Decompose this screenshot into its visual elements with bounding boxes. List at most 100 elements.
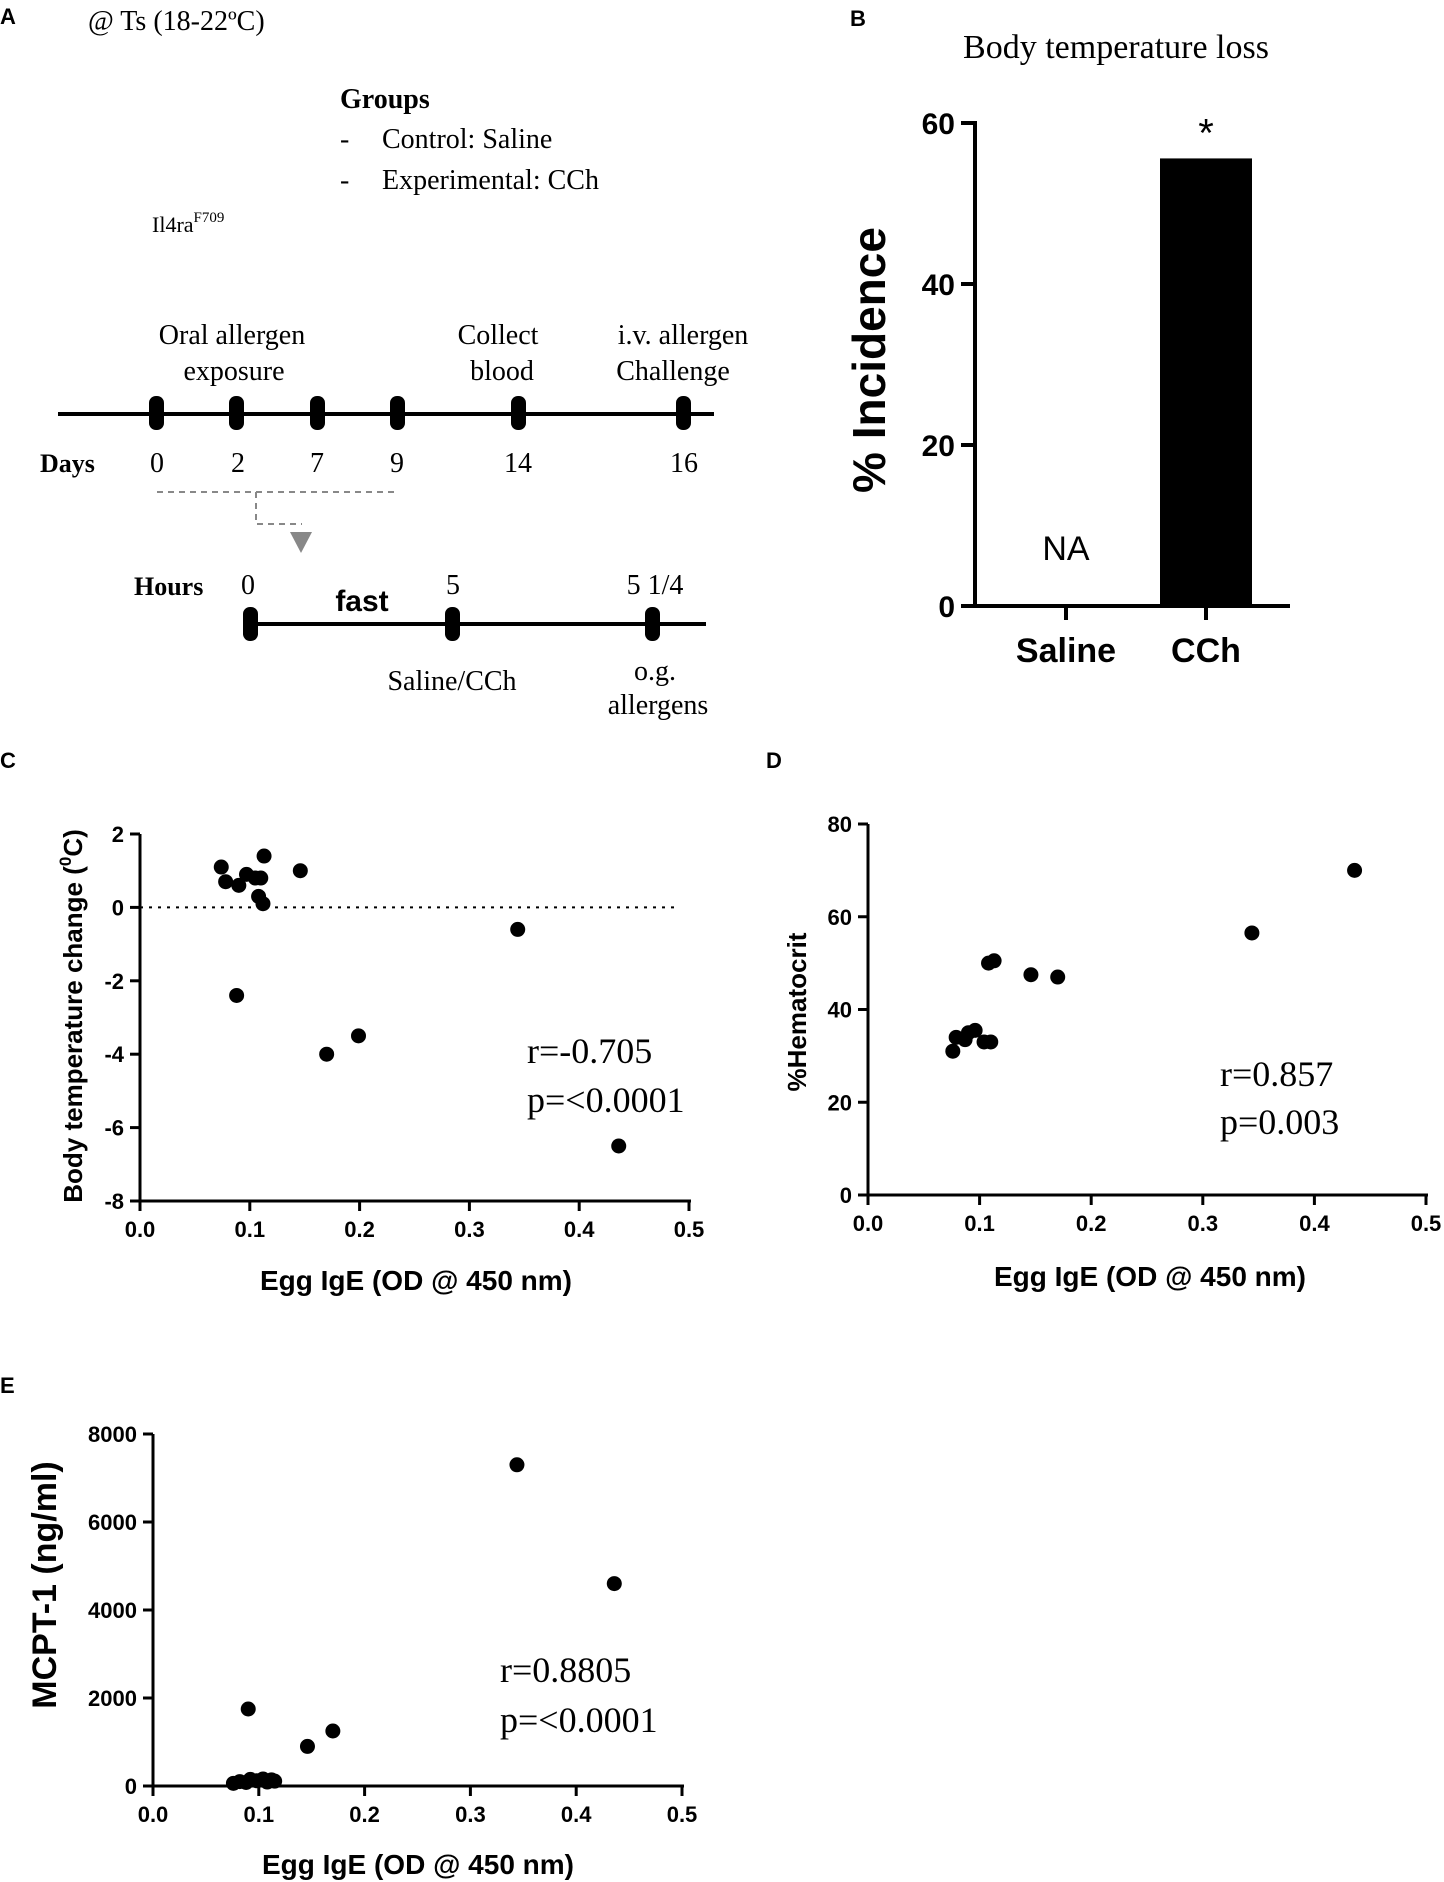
chart-e-stat-r: r=0.8805 bbox=[500, 1650, 631, 1690]
chart-e-data-point bbox=[299, 1738, 315, 1754]
hour-tick-5-1-4: 5 1/4 bbox=[627, 570, 684, 601]
chart-d-data-point bbox=[1023, 967, 1039, 983]
chart-c-stat-r: r=-0.705 bbox=[527, 1031, 652, 1071]
chart-e: 0 2000 4000 6000 8000 0.0 0.1 0.2 0.3 0.4 0.5 bbox=[88, 1422, 697, 1827]
chart-d-ylabel: %Hematocrit bbox=[782, 932, 812, 1091]
expansion-arrow bbox=[290, 532, 312, 553]
chart-c-stat-p: p=<0.0001 bbox=[527, 1080, 685, 1120]
condition-label: @ Ts (18-22ºC) bbox=[88, 6, 265, 37]
chart-b-category-label: CCh bbox=[1171, 632, 1241, 670]
chart-d-data-point bbox=[1244, 925, 1260, 941]
group-experimental: Experimental: CCh bbox=[382, 165, 599, 196]
chart-b-bar-cch bbox=[1160, 158, 1252, 607]
hour-marker-0 bbox=[243, 607, 258, 641]
day-marker-0 bbox=[149, 396, 164, 430]
chart-c-xtick-label: 0.0 bbox=[125, 1217, 156, 1242]
chart-c-data-point bbox=[611, 1138, 627, 1154]
chart-b-significance-star: * bbox=[1198, 111, 1214, 155]
panel-a: A @ Ts (18-22ºC) Groups - Control: Salin… bbox=[0, 4, 748, 721]
expansion-connector bbox=[157, 491, 398, 525]
chart-e-data-point bbox=[240, 1701, 256, 1717]
chart-c-xtick-label: 0.5 bbox=[674, 1217, 705, 1242]
event-oral-line1: Oral allergen bbox=[159, 320, 305, 351]
chart-c-data-point bbox=[510, 921, 526, 937]
chart-c-data-point bbox=[231, 877, 247, 893]
fast-label: fast bbox=[335, 585, 388, 618]
groups-title: Groups bbox=[340, 84, 430, 115]
panel-c: C Body temperature change (0C) Egg IgE (… bbox=[0, 748, 704, 1296]
chart-b-ytick-label: 60 bbox=[922, 108, 955, 141]
chart-d-stat-p: p=0.003 bbox=[1220, 1102, 1339, 1142]
chart-d-data-point bbox=[986, 953, 1002, 969]
day-marker-14 bbox=[511, 396, 526, 430]
chart-c-xtick-label: 0.3 bbox=[454, 1217, 485, 1242]
day-tick-16: 16 bbox=[670, 448, 698, 479]
chart-d-ytick-label: 60 bbox=[828, 905, 852, 930]
day-tick-7: 7 bbox=[310, 448, 324, 479]
event-oral-line2: exposure bbox=[183, 356, 284, 387]
chart-c-data-point bbox=[256, 848, 272, 864]
chart-c-ytick-label: -8 bbox=[104, 1189, 124, 1214]
event-collect-line1: Collect bbox=[458, 320, 539, 351]
event-iv-line1: i.v. allergen bbox=[618, 320, 749, 351]
chart-c-ytick-label: -2 bbox=[104, 969, 124, 994]
chart-d-xtick-label: 0.5 bbox=[1411, 1211, 1442, 1236]
chart-e-ytick-label: 6000 bbox=[88, 1510, 137, 1535]
chart-b-ytick-label: 0 bbox=[938, 591, 955, 624]
chart-c-ylabel: Body temperature change (0C) bbox=[56, 829, 88, 1203]
chart-d-xtick-label: 0.3 bbox=[1188, 1211, 1219, 1236]
day-marker-2 bbox=[229, 396, 244, 430]
chart-e-xtick-label: 0.0 bbox=[138, 1802, 169, 1827]
og-label-line2: allergens bbox=[608, 690, 709, 721]
panel-label-e: E bbox=[0, 1373, 15, 1398]
chart-e-xtick-label: 0.3 bbox=[455, 1802, 486, 1827]
chart-e-data-point bbox=[267, 1773, 283, 1789]
hours-label: Hours bbox=[134, 572, 203, 601]
chart-c-xlabel: Egg IgE (OD @ 450 nm) bbox=[260, 1265, 572, 1296]
hour-marker-5-1-4 bbox=[645, 607, 660, 641]
chart-e-xtick-label: 0.1 bbox=[244, 1802, 275, 1827]
hour-marker-5 bbox=[445, 607, 460, 641]
event-collect-line2: blood bbox=[470, 356, 534, 387]
panel-b: B Body temperature loss % Incidence 0 20 4… bbox=[843, 6, 1290, 670]
chart-d-ytick-label: 0 bbox=[840, 1183, 852, 1208]
chart-c-ytick-label: -4 bbox=[104, 1042, 124, 1067]
chart-d: 0 20 40 60 80 0.0 0.1 0.2 0.3 0.4 0.5 bbox=[828, 812, 1442, 1236]
panel-label-a: A bbox=[0, 4, 16, 29]
hour-tick-5: 5 bbox=[446, 570, 460, 601]
chart-c-ytick-label: -6 bbox=[104, 1116, 124, 1141]
chart-d-ytick-label: 80 bbox=[828, 812, 852, 837]
hour-tick-0: 0 bbox=[241, 570, 255, 601]
chart-e-xtick-label: 0.4 bbox=[561, 1802, 592, 1827]
day-marker-9 bbox=[390, 396, 405, 430]
chart-c-xtick-label: 0.4 bbox=[564, 1217, 595, 1242]
panel-label-b: B bbox=[850, 6, 866, 31]
day-tick-0: 0 bbox=[150, 448, 164, 479]
panel-d: D %Hematocrit Egg IgE (OD @ 450 nm) r=0.… bbox=[766, 748, 1441, 1292]
chart-e-ylabel: MCPT-1 (ng/ml) bbox=[26, 1461, 64, 1708]
chart-d-xtick-label: 0.4 bbox=[1299, 1211, 1330, 1236]
chart-b-category-label: Saline bbox=[1016, 632, 1116, 670]
chart-b-ytick-label: 40 bbox=[922, 269, 955, 302]
chart-c-data-point bbox=[351, 1028, 367, 1044]
group-control: Control: Saline bbox=[382, 124, 552, 155]
chart-e-ytick-label: 2000 bbox=[88, 1686, 137, 1711]
og-label-line1: o.g. bbox=[634, 656, 676, 687]
chart-e-xlabel: Egg IgE (OD @ 450 nm) bbox=[262, 1849, 574, 1880]
panel-e: E MCPT-1 (ng/ml) Egg IgE (OD @ 450 nm) r… bbox=[0, 1373, 697, 1880]
chart-d-data-point bbox=[945, 1043, 961, 1059]
chart-b-title: Body temperature loss bbox=[963, 29, 1269, 66]
chart-b-na-label: NA bbox=[1042, 530, 1090, 568]
event-iv-line2: Challenge bbox=[616, 356, 730, 387]
day-marker-7 bbox=[310, 396, 325, 430]
chart-b: 0 20 40 60 Saline NA CCh * bbox=[922, 108, 1290, 670]
panel-label-c: C bbox=[0, 748, 16, 773]
chart-e-ytick-label: 4000 bbox=[88, 1598, 137, 1623]
chart-e-xtick-label: 0.2 bbox=[349, 1802, 380, 1827]
chart-c-data-point bbox=[319, 1046, 335, 1062]
chart-c-xtick-label: 0.1 bbox=[235, 1217, 266, 1242]
chart-d-xtick-label: 0.0 bbox=[853, 1211, 884, 1236]
chart-c-data-point bbox=[229, 987, 245, 1003]
chart-e-data-point bbox=[325, 1723, 341, 1739]
chart-d-stat-r: r=0.857 bbox=[1220, 1054, 1333, 1094]
